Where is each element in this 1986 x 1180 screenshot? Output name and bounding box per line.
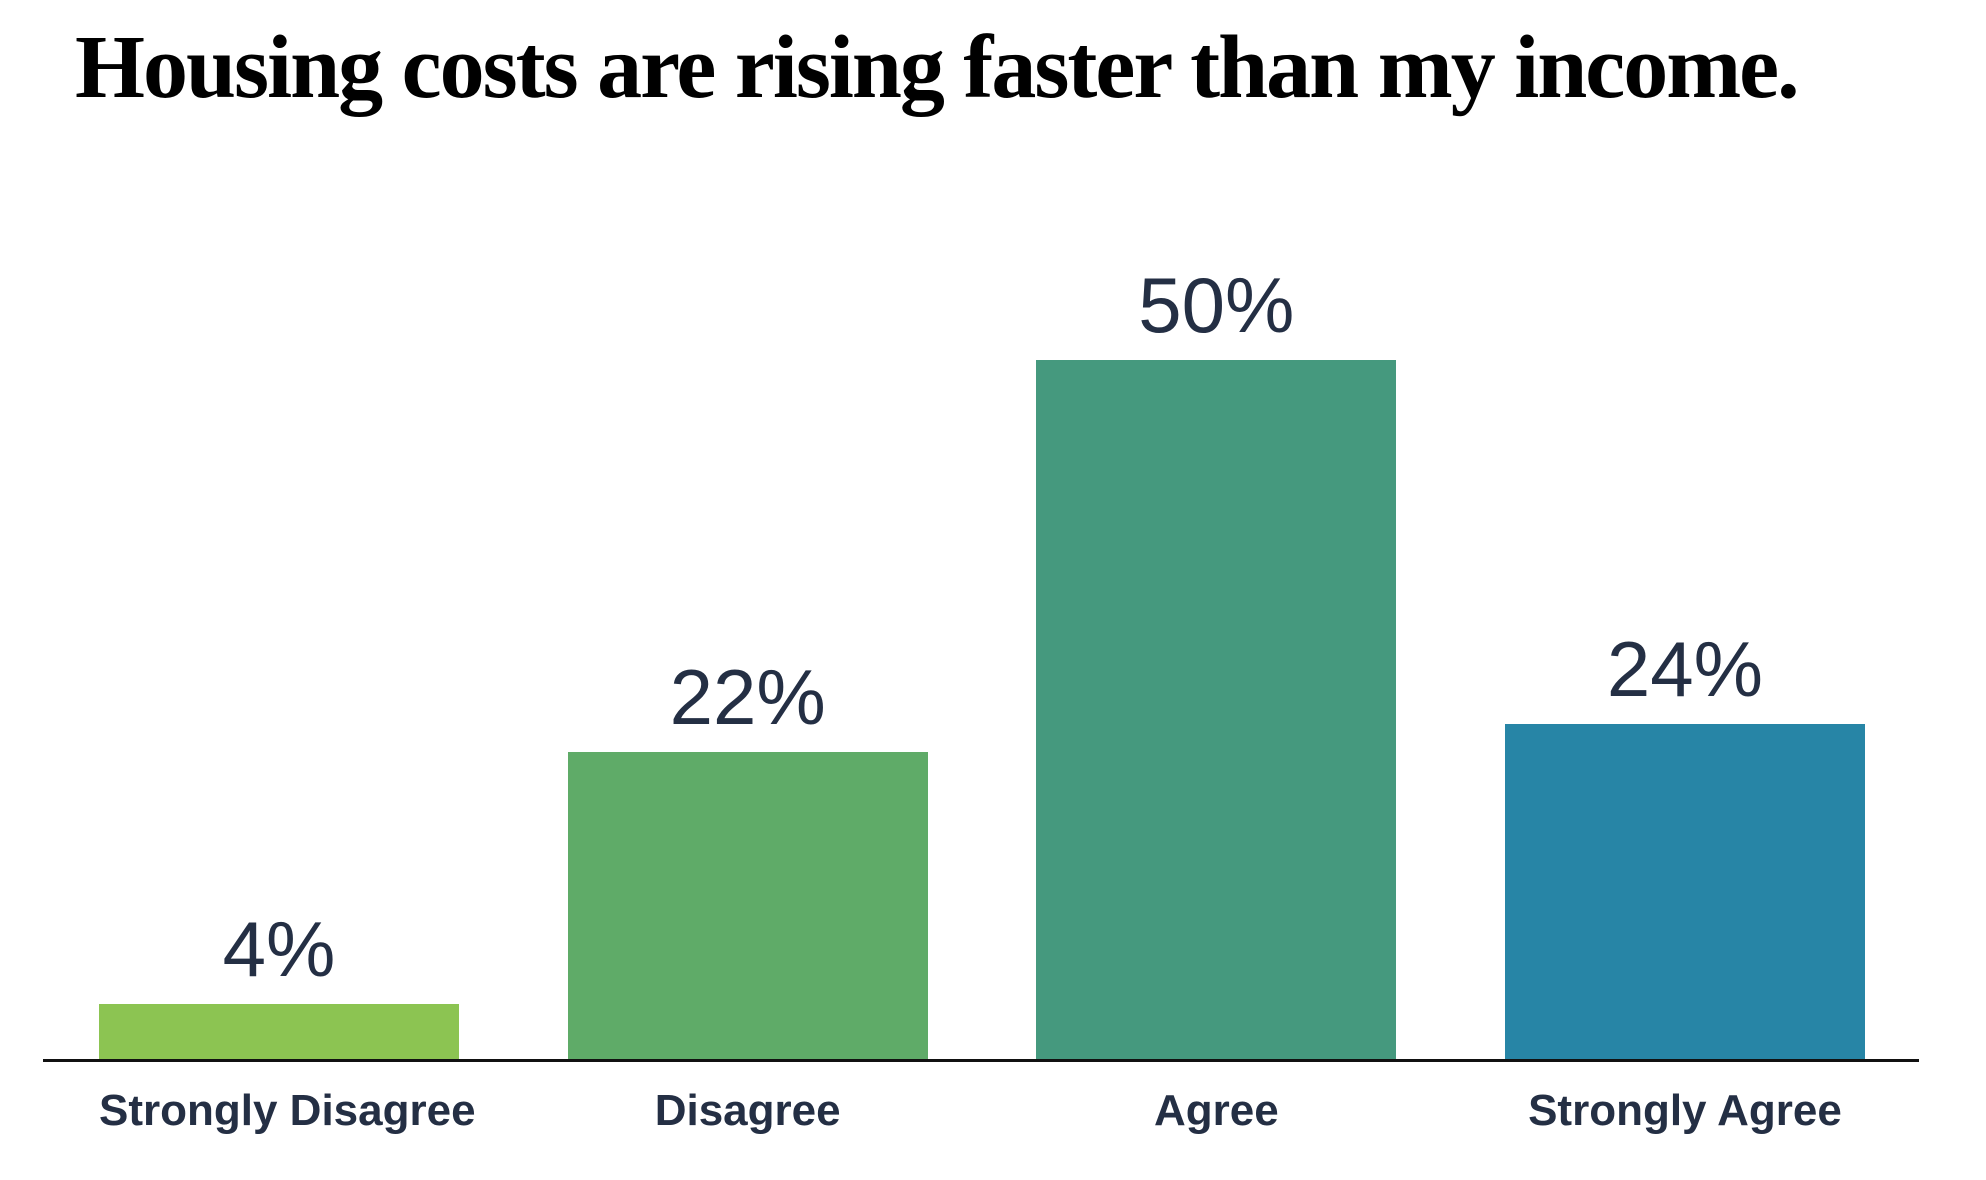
category-label-disagree: Disagree xyxy=(654,1086,841,1135)
value-label-strongly-agree: 24% xyxy=(1606,625,1764,713)
bar-disagree xyxy=(567,752,928,1060)
value-label-disagree: 22% xyxy=(669,653,826,741)
x-axis-labels: Strongly Disagree Disagree Agree Strongl… xyxy=(0,1086,1986,1136)
x-axis-line xyxy=(43,1059,1919,1062)
bar-group-strongly-agree: 24% xyxy=(1504,625,1865,1060)
bar-group-strongly-disagree: 4% xyxy=(99,910,459,1060)
value-label-agree: 50% xyxy=(1138,261,1295,349)
bar-agree xyxy=(1036,360,1397,1060)
bar-strongly-agree xyxy=(1504,724,1865,1060)
bar-strongly-disagree xyxy=(99,1004,459,1060)
bar-group-disagree: 22% xyxy=(567,653,928,1060)
chart-title: Housing costs are rising faster than my … xyxy=(75,18,1800,117)
category-label-agree: Agree xyxy=(1153,1086,1279,1135)
category-label-strongly-agree: Strongly Agree xyxy=(1528,1086,1842,1135)
category-label-strongly-disagree: Strongly Disagree xyxy=(99,1086,476,1135)
bars-area: 4% 22% 50% 24% xyxy=(99,261,1865,1060)
value-label-strongly-disagree: 4% xyxy=(222,905,336,993)
bar-group-agree: 50% xyxy=(1036,261,1397,1060)
